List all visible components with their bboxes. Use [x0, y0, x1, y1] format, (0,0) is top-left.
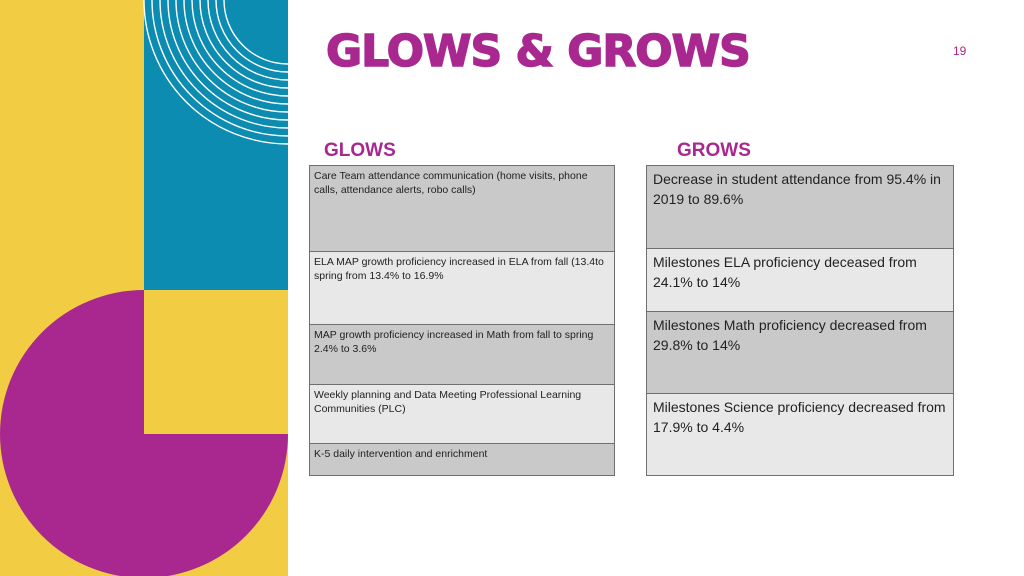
glows-item: MAP growth proficiency increased in Math…	[310, 325, 614, 385]
grows-item: Milestones Science proficiency decreased…	[647, 394, 953, 475]
grows-item: Decrease in student attendance from 95.4…	[647, 166, 953, 249]
yellow-quarter	[144, 290, 288, 434]
decorative-shapes	[0, 0, 288, 576]
page-number: 19	[953, 44, 967, 58]
grows-header: GROWS	[677, 140, 751, 161]
grows-item: Milestones Math proficiency decreased fr…	[647, 312, 953, 394]
glows-header: GLOWS	[324, 140, 396, 161]
grows-item: Milestones ELA proficiency deceased from…	[647, 249, 953, 312]
slide-title: GLOWS & GROWS	[325, 26, 751, 77]
grows-table: Decrease in student attendance from 95.4…	[646, 165, 954, 476]
decorative-background	[0, 0, 288, 576]
magenta-pie	[0, 290, 288, 576]
glows-item: Care Team attendance communication (home…	[310, 166, 614, 252]
glows-item: Weekly planning and Data Meeting Profess…	[310, 385, 614, 444]
glows-item: ELA MAP growth proficiency increased in …	[310, 252, 614, 325]
glows-item: K-5 daily intervention and enrichment	[310, 444, 614, 475]
glows-table: Care Team attendance communication (home…	[309, 165, 615, 476]
